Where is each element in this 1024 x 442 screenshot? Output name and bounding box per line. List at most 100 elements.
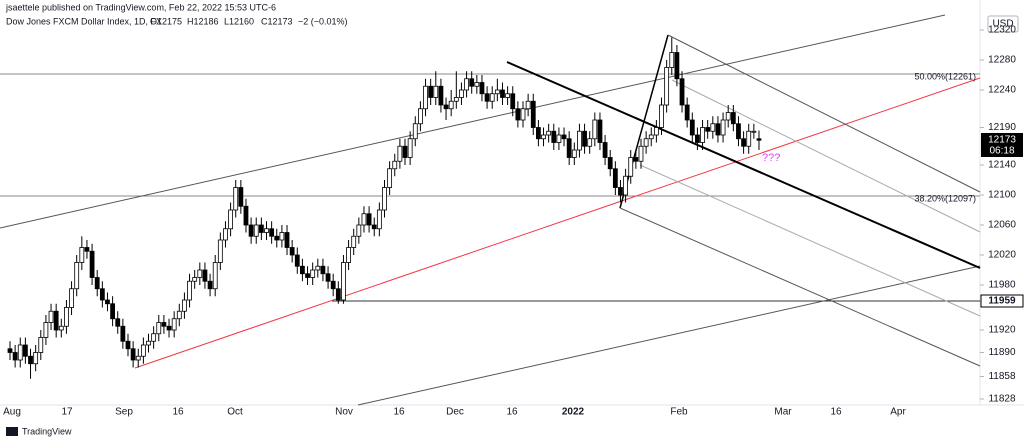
fork-inner-lower: [639, 164, 981, 317]
candle-body: [469, 78, 475, 87]
candle-body: [453, 97, 459, 102]
candle-body: [371, 224, 377, 230]
candle-body: [582, 130, 587, 147]
candle-body: [135, 355, 141, 361]
price-axis: 12320 12280 12240 12190 12140 12100 12060 12020…: [980, 25, 1016, 405]
y-tick-label: 11828: [988, 394, 1016, 405]
candle-body: [705, 127, 711, 132]
candle-body: [12, 352, 18, 361]
candle-body: [17, 344, 23, 361]
candle-body: [223, 228, 228, 241]
candle-body: [756, 138, 762, 141]
x-tick-label: 16: [830, 407, 842, 418]
candle-body: [546, 130, 552, 136]
candle-body: [561, 134, 567, 140]
candle-body: [484, 93, 490, 102]
candle-body: [146, 340, 151, 346]
candle-body: [310, 269, 316, 278]
x-tick-label: Dec: [446, 407, 464, 418]
candle-body: [115, 318, 121, 327]
candle-body: [525, 100, 531, 110]
candle-body: [279, 232, 285, 241]
candle-body: [341, 262, 346, 301]
candle-body: [289, 247, 295, 256]
candle-body: [105, 299, 110, 305]
candle-body: [110, 303, 115, 320]
candle-body: [715, 123, 721, 136]
candle-body: [592, 119, 598, 140]
candle-body: [300, 265, 305, 275]
channel-lower: [357, 265, 981, 406]
last-price: 12173: [988, 135, 1016, 146]
candle-body: [407, 138, 413, 158]
candle-body: [58, 325, 64, 331]
candle-body: [361, 213, 367, 226]
candle-body: [443, 104, 449, 110]
fib-50-label: 50.00%(12261): [914, 71, 976, 81]
candle-body: [710, 123, 716, 132]
candle-body: [79, 247, 85, 263]
candle-body: [182, 299, 187, 312]
candle-body: [695, 134, 700, 143]
candle-body: [140, 344, 146, 357]
x-tick-label: 2022: [562, 407, 585, 418]
symbol-title: Dow Jones FXCM Dollar Index, 1D, FX: [6, 16, 162, 26]
candle-body: [638, 145, 644, 162]
trendline: [506, 61, 981, 269]
candle-body: [161, 322, 167, 327]
y-tick-label: 12190: [988, 122, 1016, 133]
candle-body: [623, 175, 628, 196]
candle-body: [207, 280, 213, 290]
candle-body: [700, 127, 705, 143]
candle-body: [448, 100, 454, 110]
candle-body: [489, 93, 495, 102]
candle-body: [674, 52, 680, 80]
candle-body: [120, 325, 126, 342]
candle-body: [43, 322, 49, 338]
candle-body: [587, 138, 593, 147]
candle-body: [197, 269, 203, 278]
y-tick-label: 12320: [988, 25, 1016, 36]
x-tick-label: 16: [506, 407, 518, 418]
header-field: O12175: [150, 16, 182, 26]
level-label: 11959: [988, 296, 1016, 307]
candle-body: [356, 224, 362, 237]
candle-body: [176, 310, 182, 320]
currency-box: [987, 15, 1019, 33]
red-trendline: [134, 77, 981, 369]
y-tick-label: 12140: [988, 160, 1016, 171]
candle-body: [325, 273, 331, 282]
candle-body: [264, 228, 269, 233]
candle-body: [428, 85, 434, 98]
candle-body: [402, 145, 408, 158]
candle-body: [53, 310, 59, 331]
candle-body: [417, 108, 423, 125]
candle-body: [284, 232, 290, 248]
candle-body: [433, 85, 439, 98]
candle-body: [212, 262, 218, 290]
header-field: −2 (−0.01%): [298, 16, 348, 26]
candle-body: [387, 168, 393, 188]
fork-handle: [619, 34, 669, 209]
candle-body: [607, 157, 613, 170]
candle-body: [669, 52, 675, 68]
candle-body: [69, 288, 74, 308]
header-field: C12173: [261, 16, 293, 26]
candle-body: [602, 142, 608, 158]
candle-body: [653, 127, 659, 136]
candle-body: [320, 265, 326, 275]
candle-body: [412, 123, 418, 140]
time-axis: Aug 17 Sep 16 Oct Nov 16 Dec 16 2022 Feb Mar 16 Apr: [3, 407, 906, 418]
candle-body: [33, 352, 39, 365]
x-tick-label: 17: [61, 407, 73, 418]
fork-lower: [619, 207, 981, 367]
candle-body: [505, 93, 511, 98]
candle-body: [566, 138, 572, 158]
candle-body: [238, 187, 244, 207]
header-values: O12175 H12186 L12160 C12173 −2 (−0.01%): [150, 16, 348, 26]
candle-body: [689, 119, 695, 136]
question-annotation: ???: [762, 152, 780, 164]
candle-body: [725, 112, 731, 121]
